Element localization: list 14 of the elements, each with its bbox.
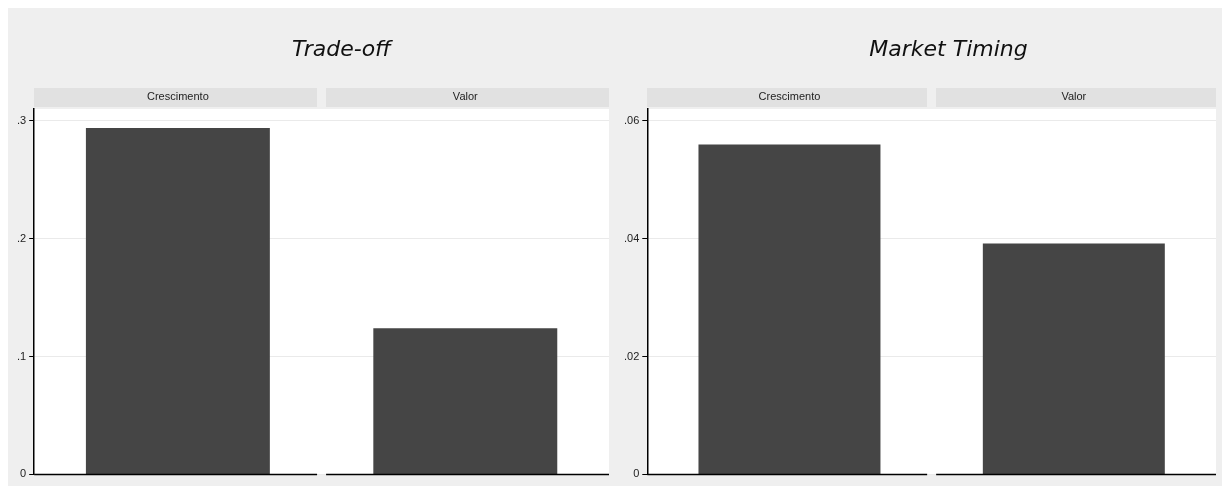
x-tick-label: Valor <box>1061 89 1087 102</box>
chart-title: Market Timing <box>868 36 1029 61</box>
x-tick-label: Valor <box>452 89 479 102</box>
y-tick-label: .3 <box>16 114 27 127</box>
chart-title: Trade-off <box>290 36 394 61</box>
y-tick-label: .06 <box>623 114 640 127</box>
x-tick-label: Crescimento <box>758 89 821 102</box>
x-tick-label: Crescimento <box>147 89 209 102</box>
y-tick-label: 0 <box>20 467 27 480</box>
y-tick-label: .02 <box>623 349 640 362</box>
y-tick-label: .2 <box>16 231 27 244</box>
y-tick-label: .04 <box>623 231 640 244</box>
y-tick-label: .1 <box>16 349 27 362</box>
y-tick-label: 0 <box>633 467 640 480</box>
